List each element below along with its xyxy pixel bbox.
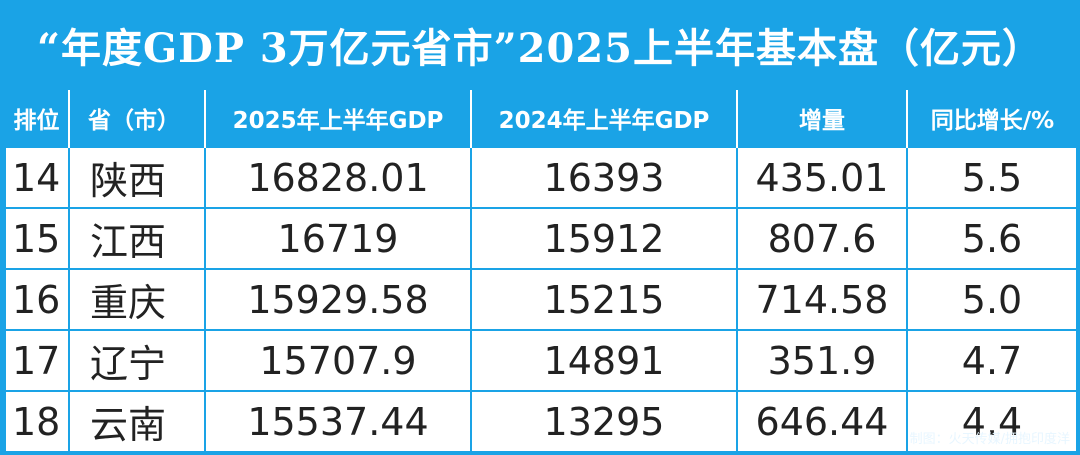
increase-cell: 807.6 (736, 207, 908, 270)
province-cell: 云南 (68, 390, 206, 453)
header-province: 省（市） (68, 90, 206, 147)
growth-cell: 4.4 (906, 390, 1078, 453)
rank-cell: 15 (4, 207, 70, 270)
table-row: 14 陕西 16828.01 16393 435.01 5.5 (4, 146, 1078, 209)
increase-cell: 435.01 (736, 146, 908, 209)
gdp-2024-cell: 15912 (470, 207, 738, 270)
table-row: 15 江西 16719 15912 807.6 5.6 (4, 207, 1078, 270)
gdp-2025-cell: 15707.9 (204, 329, 472, 392)
table-row: 17 辽宁 15707.9 14891 351.9 4.7 (4, 329, 1078, 392)
increase-cell: 646.44 (736, 390, 908, 453)
header-gdp-2024: 2024年上半年GDP (470, 90, 738, 147)
header-increase: 增量 (736, 90, 908, 147)
growth-cell: 5.0 (906, 268, 1078, 331)
province-cell: 辽宁 (68, 329, 206, 392)
table-row: 16 重庆 15929.58 15215 714.58 5.0 (4, 268, 1078, 331)
gdp-2025-cell: 15537.44 (204, 390, 472, 453)
gdp-2025-cell: 15929.58 (204, 268, 472, 331)
gdp-table: 排位 省（市） 2025年上半年GDP 2024年上半年GDP 增量 同比增长/… (4, 90, 1078, 453)
growth-cell: 5.5 (906, 146, 1078, 209)
gdp-2024-cell: 15215 (470, 268, 738, 331)
header-rank: 排位 (5, 90, 70, 147)
table-row: 18 云南 15537.44 13295 646.44 4.4 (4, 390, 1078, 453)
table-header-row: 排位 省（市） 2025年上半年GDP 2024年上半年GDP 增量 同比增长/… (5, 90, 1077, 147)
gdp-2024-cell: 14891 (470, 329, 738, 392)
gdp-2025-cell: 16828.01 (204, 146, 472, 209)
increase-cell: 351.9 (736, 329, 908, 392)
rank-cell: 14 (4, 146, 70, 209)
growth-cell: 5.6 (906, 207, 1078, 270)
rank-cell: 18 (4, 390, 70, 453)
province-cell: 陕西 (68, 146, 206, 209)
gdp-2024-cell: 13295 (470, 390, 738, 453)
increase-cell: 714.58 (736, 268, 908, 331)
rank-cell: 16 (4, 268, 70, 331)
header-growth: 同比增长/% (906, 90, 1077, 147)
province-cell: 重庆 (68, 268, 206, 331)
province-cell: 江西 (68, 207, 206, 270)
growth-cell: 4.7 (906, 329, 1078, 392)
credit-text: 制图：火天传媒/拥抱印度洋 (909, 432, 1070, 447)
rank-cell: 17 (4, 329, 70, 392)
gdp-2025-cell: 16719 (204, 207, 472, 270)
header-gdp-2025: 2025年上半年GDP (204, 90, 472, 147)
page-title: “年度GDP 3万亿元省市”2025上半年基本盘（亿元） (36, 25, 1044, 72)
gdp-2024-cell: 16393 (470, 146, 738, 209)
